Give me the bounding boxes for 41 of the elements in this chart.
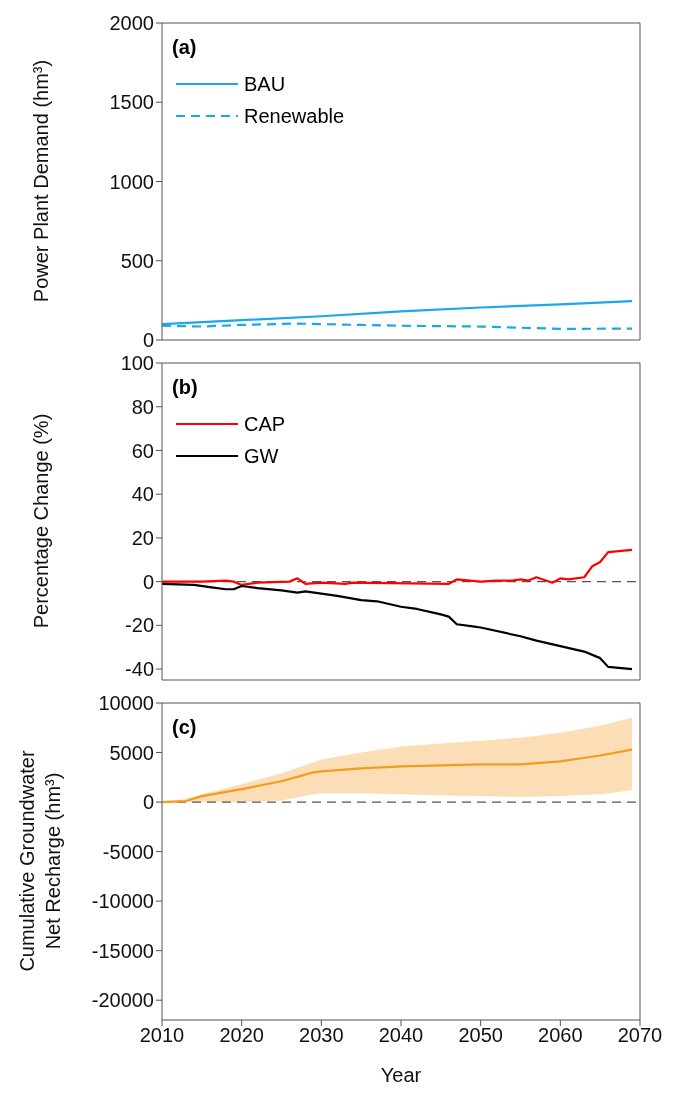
y-tick-label: 100 xyxy=(120,352,154,375)
y-tick-label: 0 xyxy=(142,791,154,814)
x-tick-label: 2070 xyxy=(617,1024,663,1047)
y-axis-title: Cumulative Groundwater Net Recharge (hm³) xyxy=(16,750,64,972)
y-axis-title: Power Plant Demand (hm³) xyxy=(30,59,52,303)
y-tick-label: 10000 xyxy=(98,692,154,715)
y-tick-label: 1000 xyxy=(109,170,154,193)
x-tick-label: 2060 xyxy=(538,1024,583,1047)
x-tick-label: 2030 xyxy=(299,1024,344,1047)
y-tick-label: 2000 xyxy=(109,12,154,35)
legend-label: BAU xyxy=(244,72,286,96)
y-tick-label: 80 xyxy=(131,395,154,418)
y-axis-title: Percentage Change (%) xyxy=(30,413,52,629)
y-tick-label: 40 xyxy=(131,483,154,506)
y-tick-label: -40 xyxy=(125,658,154,681)
y-tick-label: 0 xyxy=(142,570,154,593)
line-series xyxy=(162,548,634,586)
y-tick-label: 0 xyxy=(142,329,154,352)
y-tick-label: -20000 xyxy=(91,989,154,1012)
y-tick-label: -15000 xyxy=(91,939,154,962)
y-tick-label: 500 xyxy=(120,249,154,272)
x-tick-label: 2010 xyxy=(139,1024,185,1047)
text: (c) xyxy=(172,716,197,739)
text: (a) xyxy=(172,36,197,59)
legend-label: GW xyxy=(244,444,279,468)
line-series xyxy=(162,748,634,804)
y-tick-label: 20 xyxy=(131,527,154,549)
x-tick-label: 2040 xyxy=(378,1024,424,1047)
line-series xyxy=(162,582,634,671)
y-tick-label: -20 xyxy=(125,614,154,637)
y-tick-label: -5000 xyxy=(102,840,154,863)
y-tick-label: -10000 xyxy=(91,890,154,913)
x-axis-title: Year xyxy=(380,1064,422,1086)
x-tick-label: 2050 xyxy=(458,1024,503,1047)
x-tick-label: 2020 xyxy=(219,1024,264,1047)
text: (b) xyxy=(172,376,198,399)
legend-label: Renewable xyxy=(244,104,345,128)
y-tick-label: 60 xyxy=(131,439,154,462)
y-tick-label: 5000 xyxy=(109,741,154,764)
legend-label: CAP xyxy=(244,412,286,436)
y-tick-label: 1500 xyxy=(109,91,154,114)
